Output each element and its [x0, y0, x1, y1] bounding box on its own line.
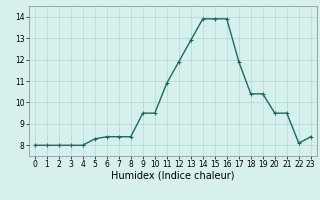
X-axis label: Humidex (Indice chaleur): Humidex (Indice chaleur): [111, 171, 235, 181]
